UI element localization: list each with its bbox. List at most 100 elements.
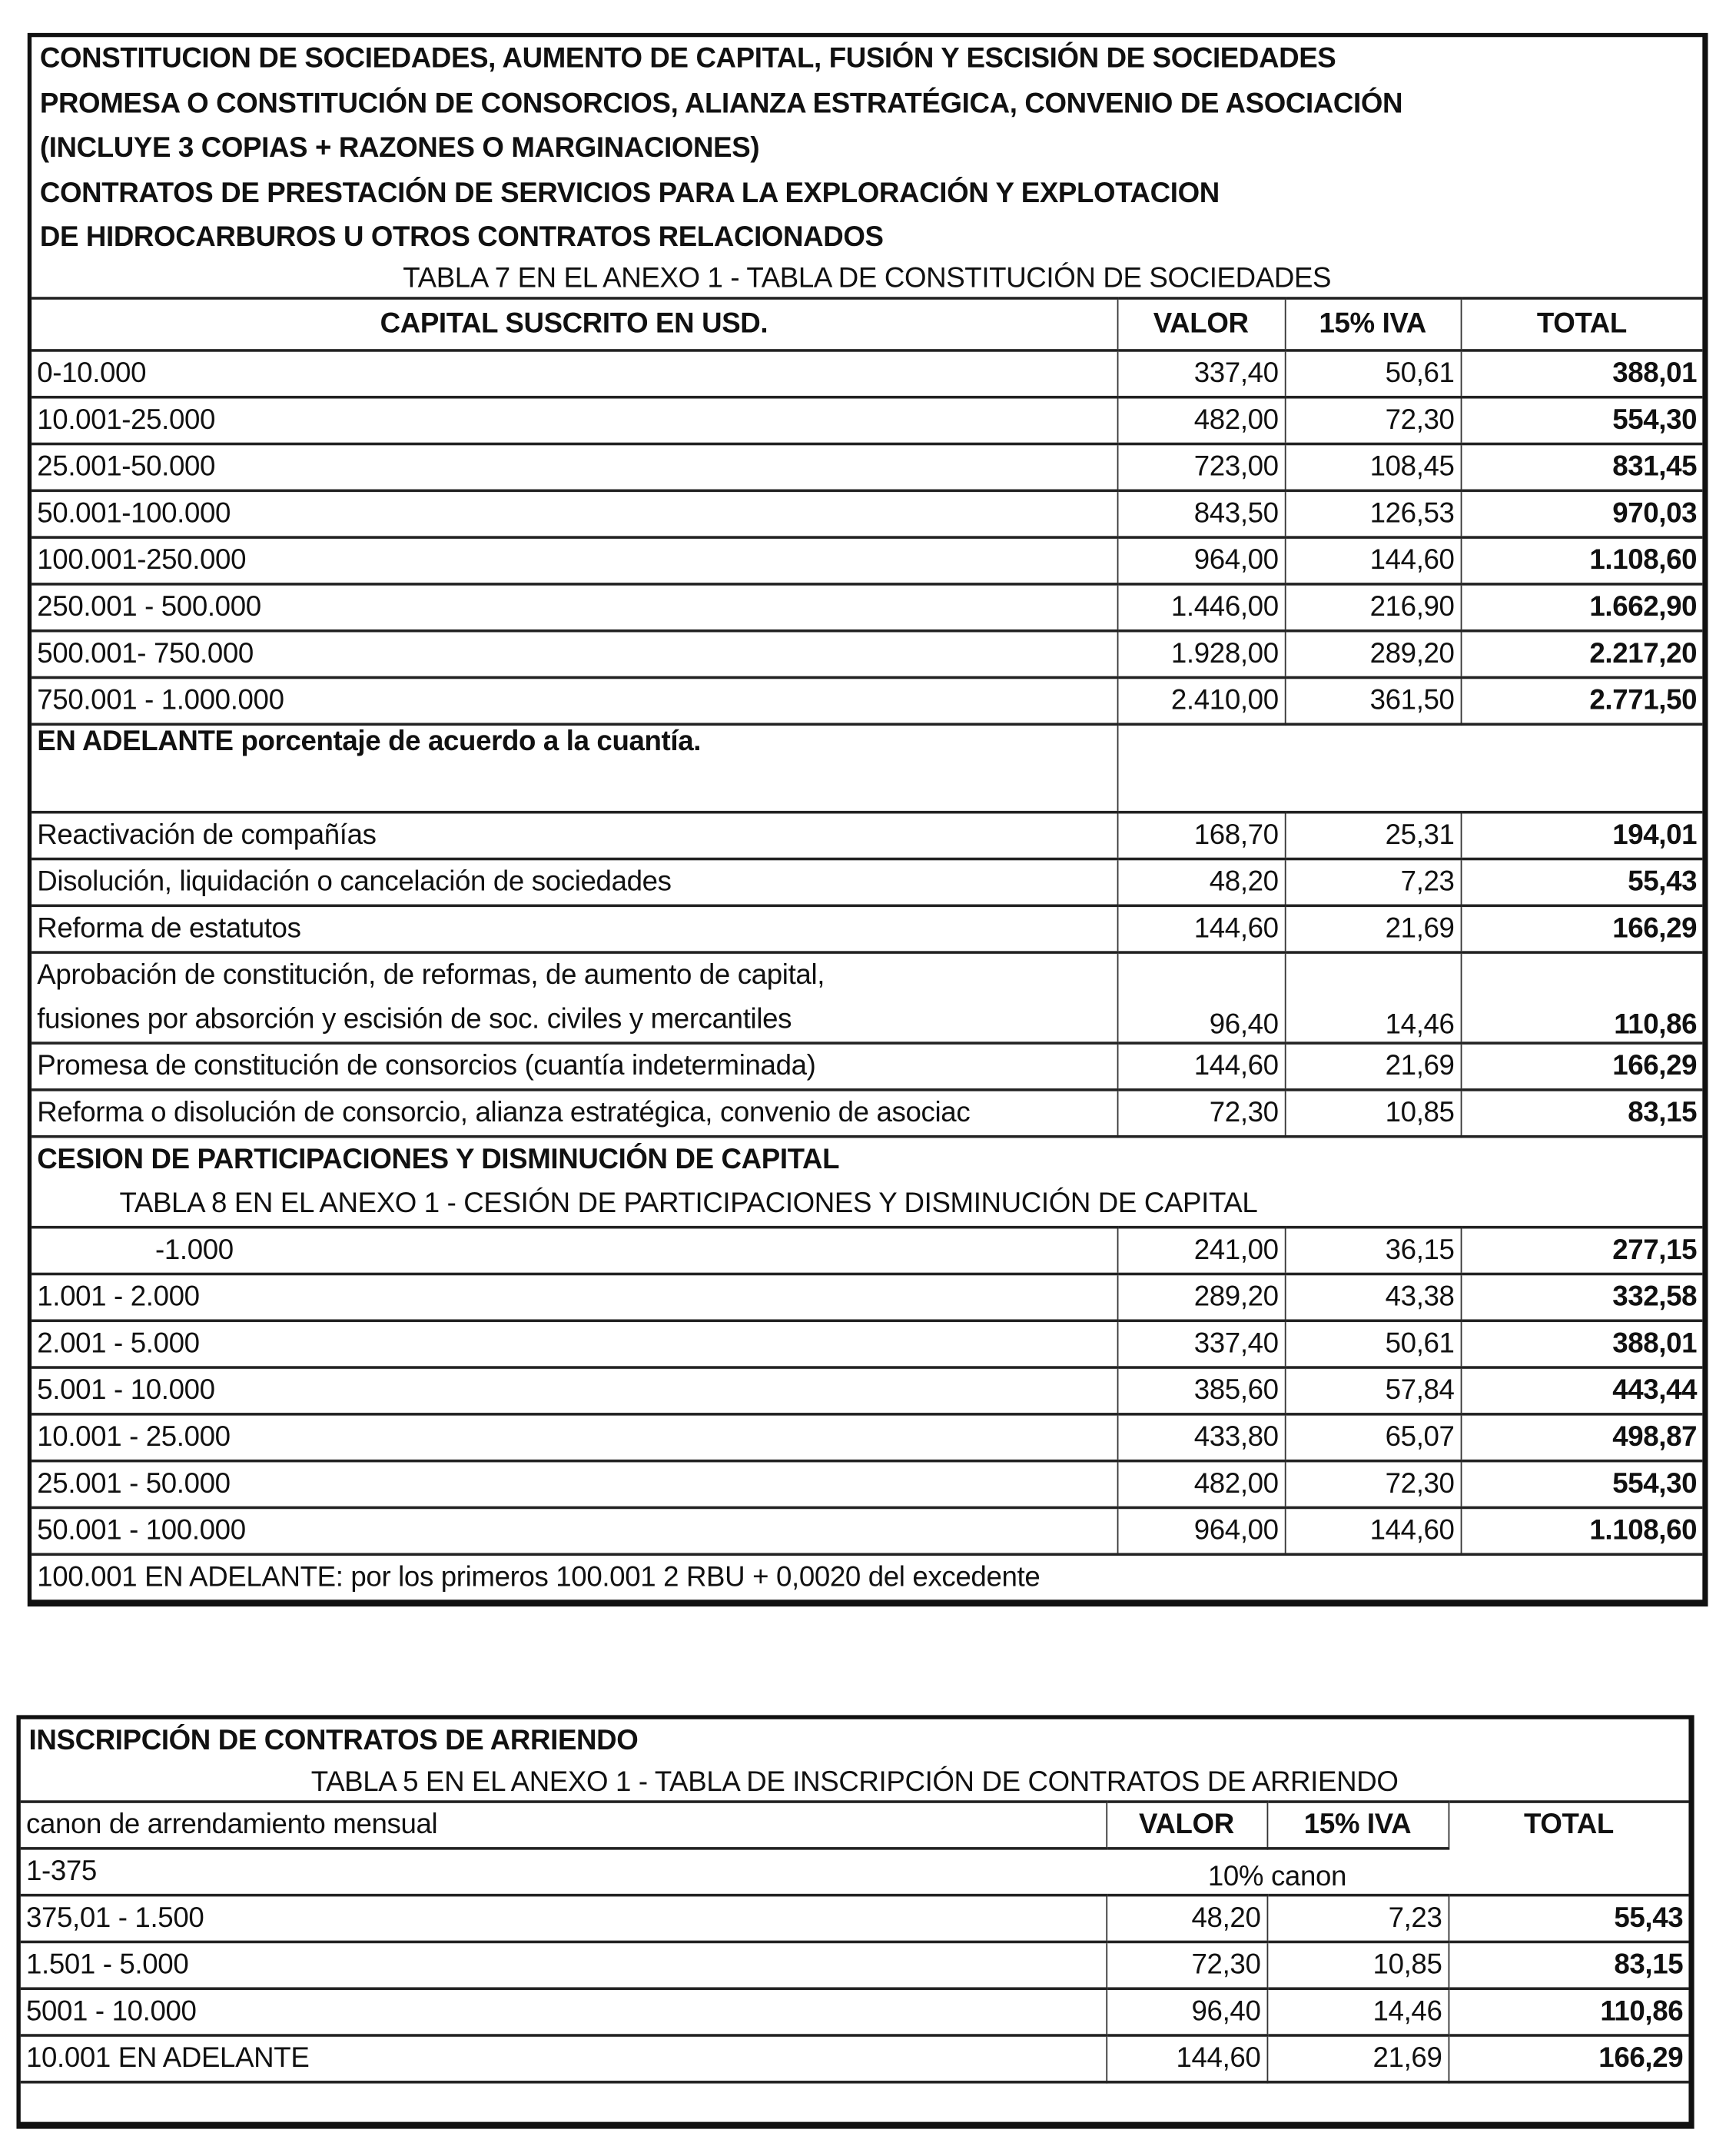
col-header-total: TOTAL bbox=[1459, 296, 1703, 350]
table-row: 375,01 - 1.500 48,20 7,23 55,43 bbox=[20, 1892, 1689, 1942]
row-iva: 21,69 bbox=[1266, 2033, 1449, 2081]
row-valor: 48,20 bbox=[1116, 856, 1285, 905]
table-row: 10.001-25.000 482,00 72,30 554,30 bbox=[32, 395, 1703, 443]
row-total: 388,01 bbox=[1459, 348, 1703, 397]
row-desc: 375,01 - 1.500 bbox=[20, 1892, 1107, 1942]
row-valor: 2.410,00 bbox=[1116, 675, 1285, 724]
table-row: Aprobación de constitución, de reformas,… bbox=[32, 950, 1703, 1043]
table-row: 10.001 EN ADELANTE 144,60 21,69 166,29 bbox=[20, 2033, 1689, 2081]
row-iva: 14,46 bbox=[1266, 1986, 1449, 2035]
row-iva: 126,53 bbox=[1283, 488, 1461, 537]
row-total: 83,15 bbox=[1447, 1939, 1689, 1988]
row-total: 110,86 bbox=[1459, 950, 1703, 1043]
table-row: 750.001 - 1.000.000 2.410,00 361,50 2.771,5… bbox=[32, 675, 1703, 724]
table-row: 10.001 - 25.000 433,80 65,07 498,87 bbox=[32, 1412, 1703, 1460]
table8-footer: 100.001 EN ADELANTE: por los primeros 10… bbox=[32, 1552, 1703, 1600]
row-desc: Aprobación de constitución, de reformas,… bbox=[32, 950, 1117, 1043]
table-row: 50.001-100.000 843,50 126,53 970,03 bbox=[32, 488, 1703, 537]
row-desc-line: fusiones por absorción y escisión de soc… bbox=[37, 1002, 792, 1035]
cesion-heading: CESION DE PARTICIPACIONES Y DISMINUCIÓN … bbox=[32, 1134, 1703, 1181]
table-row: 0-10.000 337,40 50,61 388,01 bbox=[32, 348, 1703, 397]
table8-title: TABLA 8 EN EL ANEXO 1 - CESIÓN DE PARTIC… bbox=[119, 1186, 1258, 1219]
row-valor: 337,40 bbox=[1116, 348, 1285, 397]
table-row: TABLA 8 EN EL ANEXO 1 - CESIÓN DE PARTIC… bbox=[32, 1181, 1702, 1227]
table-row: 500.001- 750.000 1.928,00 289,20 2.217,20 bbox=[32, 629, 1703, 677]
row-desc: 1.001 - 2.000 bbox=[32, 1271, 1117, 1321]
row-valor: 48,20 bbox=[1105, 1892, 1267, 1942]
row-iva: 7,23 bbox=[1283, 856, 1461, 905]
empty-cell bbox=[20, 2080, 1689, 2121]
table7-title: TABLA 7 EN EL ANEXO 1 - TABLA DE CONSTIT… bbox=[403, 261, 1332, 294]
row-iva: 25,31 bbox=[1283, 810, 1461, 859]
row-valor: 964,00 bbox=[1116, 535, 1285, 584]
row-desc: 1.501 - 5.000 bbox=[20, 1939, 1107, 1988]
table-row: 100.001 EN ADELANTE: por los primeros 10… bbox=[32, 1552, 1703, 1600]
contratos-arriendo-section: INSCRIPCIÓN DE CONTRATOS DE ARRIENDO TAB… bbox=[16, 1715, 1694, 2128]
row-desc: 1-375 bbox=[20, 1846, 1107, 1895]
row-valor: 144,60 bbox=[1116, 903, 1285, 952]
table-row: Promesa de constitución de consorcios (c… bbox=[32, 1041, 1703, 1089]
row-total: 194,01 bbox=[1459, 810, 1703, 859]
row-iva: 57,84 bbox=[1283, 1365, 1461, 1414]
row-desc: 10.001-25.000 bbox=[32, 395, 1117, 443]
table-row: 25.001 - 50.000 482,00 72,30 554,30 bbox=[32, 1458, 1703, 1507]
row-desc: 50.001-100.000 bbox=[32, 488, 1117, 537]
empty-row bbox=[20, 2080, 1689, 2121]
section-heading: CONSTITUCION DE SOCIEDADES, AUMENTO DE C… bbox=[32, 37, 1702, 261]
row-total: 332,58 bbox=[1459, 1271, 1703, 1321]
table-row: Reactivación de compañías 168,70 25,31 194,… bbox=[32, 810, 1703, 859]
row-total: 554,30 bbox=[1459, 1458, 1703, 1507]
row-valor: 482,00 bbox=[1116, 1458, 1285, 1507]
row-iva: 10,85 bbox=[1266, 1939, 1449, 1988]
row-iva: 144,60 bbox=[1283, 1505, 1461, 1554]
table-row: 100.001-250.000 964,00 144,60 1.108,60 bbox=[32, 535, 1703, 584]
row-desc: Promesa de constitución de consorcios (c… bbox=[32, 1041, 1117, 1089]
row-valor: 385,60 bbox=[1116, 1365, 1285, 1414]
row-valor: 72,30 bbox=[1116, 1088, 1285, 1136]
row-iva: 108,45 bbox=[1283, 441, 1461, 490]
table-row: EN ADELANTE porcentaje de acuerdo a la c… bbox=[32, 722, 1703, 812]
en-adelante-note: EN ADELANTE porcentaje de acuerdo a la c… bbox=[32, 722, 1117, 812]
row-desc: Reactivación de compañías bbox=[32, 810, 1117, 859]
row-iva: 50,61 bbox=[1283, 348, 1461, 397]
en-adelante-bold: EN ADELANTE bbox=[37, 725, 234, 757]
row-valor: 144,60 bbox=[1105, 2033, 1267, 2081]
table-row: Disolución, liquidación o cancelación de… bbox=[32, 856, 1703, 905]
row-iva: 72,30 bbox=[1283, 395, 1461, 443]
empty-cell bbox=[1449, 1848, 1689, 1895]
tabla-5: TABLA 5 EN EL ANEXO 1 - TABLA DE INSCRIP… bbox=[20, 1764, 1689, 2121]
col-header-canon: canon de arrendamiento mensual bbox=[20, 1799, 1107, 1848]
row-valor: 144,60 bbox=[1116, 1041, 1285, 1089]
row-valor: 168,70 bbox=[1116, 810, 1285, 859]
row-total: 970,03 bbox=[1459, 488, 1703, 537]
heading-line: PROMESA O CONSTITUCIÓN DE CONSORCIOS, AL… bbox=[39, 87, 1403, 119]
row-total: 166,29 bbox=[1447, 2033, 1689, 2081]
row-desc: 10.001 EN ADELANTE bbox=[20, 2033, 1107, 2081]
row-desc: Reforma de estatutos bbox=[32, 903, 1117, 952]
row-desc: 100.001-250.000 bbox=[32, 535, 1117, 584]
row-valor: 433,80 bbox=[1116, 1412, 1285, 1460]
row-iva: 144,60 bbox=[1283, 535, 1461, 584]
row-total: 388,01 bbox=[1459, 1318, 1703, 1367]
table-row: 2.001 - 5.000 337,40 50,61 388,01 bbox=[32, 1318, 1703, 1367]
table-row: CESION DE PARTICIPACIONES Y DISMINUCIÓN … bbox=[32, 1134, 1703, 1181]
row-valor: 337,40 bbox=[1116, 1318, 1285, 1367]
row-desc: Reforma o disolución de consorcio, alian… bbox=[32, 1088, 1117, 1136]
heading-line: DE HIDROCARBUROS U OTROS CONTRATOS RELAC… bbox=[39, 221, 884, 253]
row-valor: 96,40 bbox=[1105, 1986, 1267, 2035]
table-row: 5.001 - 10.000 385,60 57,84 443,44 bbox=[32, 1365, 1703, 1414]
row-desc: 10.001 - 25.000 bbox=[32, 1412, 1117, 1460]
row-iva: 21,69 bbox=[1283, 903, 1461, 952]
row-iva: 65,07 bbox=[1283, 1412, 1461, 1460]
heading-line: CONSTITUCION DE SOCIEDADES, AUMENTO DE C… bbox=[39, 42, 1336, 75]
row-valor: 96,40 bbox=[1116, 950, 1285, 1043]
row-total: 166,29 bbox=[1459, 903, 1703, 952]
row-desc: 50.001 - 100.000 bbox=[32, 1505, 1117, 1554]
table-row: Reforma o disolución de consorcio, alian… bbox=[32, 1088, 1703, 1136]
row-valor: 723,00 bbox=[1116, 441, 1285, 490]
row-valor: 72,30 bbox=[1105, 1939, 1267, 1988]
row-iva: 10,85 bbox=[1283, 1088, 1461, 1136]
row-total: 110,86 bbox=[1447, 1986, 1689, 2035]
row-desc: Disolución, liquidación o cancelación de… bbox=[32, 856, 1117, 905]
row-total: 83,15 bbox=[1459, 1088, 1703, 1136]
